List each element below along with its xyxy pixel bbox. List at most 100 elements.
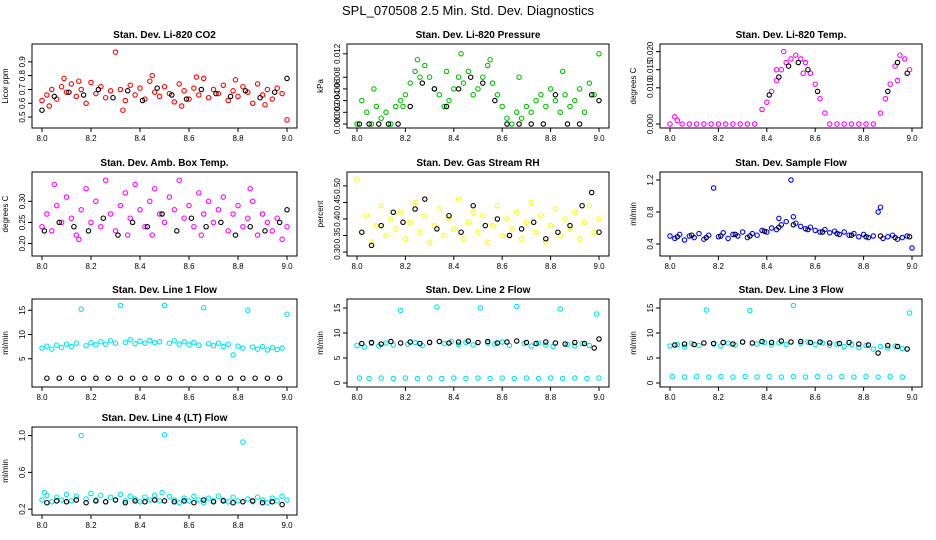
data-point (139, 97, 146, 104)
data-point (264, 219, 271, 226)
x-tick-label: 8.8 (232, 393, 244, 402)
data-point (523, 339, 530, 346)
data-point (790, 222, 797, 228)
y-tick-label: 0.6 (18, 466, 27, 478)
data-point (436, 92, 443, 98)
data-point (247, 185, 253, 192)
data-point (102, 177, 109, 183)
data-point (225, 499, 231, 505)
data-point (147, 78, 153, 84)
plot-frame (31, 43, 298, 129)
data-point (528, 121, 534, 127)
data-point (455, 86, 462, 92)
data-point (737, 121, 743, 127)
data-point (877, 233, 884, 239)
data-point (41, 228, 48, 234)
data-point (836, 231, 843, 238)
data-point (463, 375, 469, 382)
data-point (245, 307, 251, 314)
data-point (191, 375, 197, 381)
figure-title: SPL_070508 2.5 Min. Std. Dev. Diagnostic… (342, 3, 594, 18)
data-point (533, 229, 539, 235)
data-point (166, 194, 173, 200)
data-point (249, 344, 256, 350)
data-point (426, 74, 433, 80)
data-point (672, 342, 678, 348)
y-axis-label: kPa (316, 79, 325, 93)
data-point (414, 375, 421, 382)
data-point (359, 340, 365, 347)
data-point (530, 219, 537, 226)
data-point (759, 106, 765, 113)
data-point (186, 96, 192, 102)
data-point (572, 339, 578, 346)
data-point (790, 302, 797, 309)
data-point (252, 375, 258, 381)
x-tick-label: 8.6 (497, 393, 509, 402)
data-point (834, 341, 840, 347)
y-tick-label: 10 (333, 328, 342, 337)
data-point (412, 68, 418, 75)
data-point (191, 493, 197, 500)
data-point (904, 346, 910, 352)
x-tick-label: 8.6 (183, 521, 195, 530)
data-point (766, 92, 772, 98)
data-point (93, 198, 99, 205)
data-point (254, 232, 261, 238)
x-tick-label: 8.6 (183, 134, 195, 143)
data-point (230, 88, 236, 94)
data-point (117, 375, 124, 381)
x-tick-label: 9.0 (593, 262, 605, 271)
data-point (49, 86, 55, 93)
x-tick-label: 8.4 (134, 262, 146, 271)
data-point (361, 344, 368, 350)
y-tick-label: 0.002 (333, 102, 342, 123)
data-point (235, 343, 241, 349)
data-point (894, 59, 901, 66)
data-point (455, 341, 462, 348)
y-tick-label: 5 (18, 356, 27, 361)
data-point (586, 202, 593, 209)
data-point (191, 339, 197, 346)
data-point (154, 375, 160, 381)
data-point (53, 202, 60, 209)
data-point (885, 88, 891, 95)
data-point (540, 121, 547, 127)
data-point (778, 374, 785, 380)
data-point (672, 114, 678, 120)
data-point (754, 341, 760, 347)
data-point (274, 85, 280, 91)
x-tick-label: 8.6 (810, 393, 822, 402)
x-tick-label: 9.0 (906, 393, 918, 402)
data-point (417, 340, 423, 347)
data-point (679, 121, 685, 127)
data-point (494, 202, 501, 209)
data-point (499, 232, 505, 239)
data-point (249, 100, 256, 107)
data-point (773, 77, 780, 84)
data-point (480, 80, 486, 86)
chart-panel-line2: Stan. Dev. Line 2 Flow ml/min 8.0 8.2 8.4 8.6… (316, 285, 610, 402)
data-point (39, 345, 45, 351)
data-point (576, 121, 583, 127)
data-point (235, 202, 241, 209)
data-point (127, 215, 133, 221)
data-point (436, 206, 443, 212)
y-tick-label: 0.8 (18, 70, 27, 82)
data-point (73, 93, 80, 100)
data-point (53, 494, 60, 500)
data-point (870, 233, 877, 239)
data-point (863, 373, 869, 380)
data-point (93, 341, 99, 348)
data-point (259, 343, 266, 350)
data-point (262, 101, 268, 108)
data-point (191, 223, 197, 230)
data-point (205, 94, 212, 101)
data-point (552, 206, 559, 212)
data-point (181, 498, 187, 504)
x-tick-label: 8.2 (85, 521, 97, 530)
data-point (511, 375, 518, 382)
data-point (596, 375, 602, 381)
data-point (419, 80, 426, 86)
